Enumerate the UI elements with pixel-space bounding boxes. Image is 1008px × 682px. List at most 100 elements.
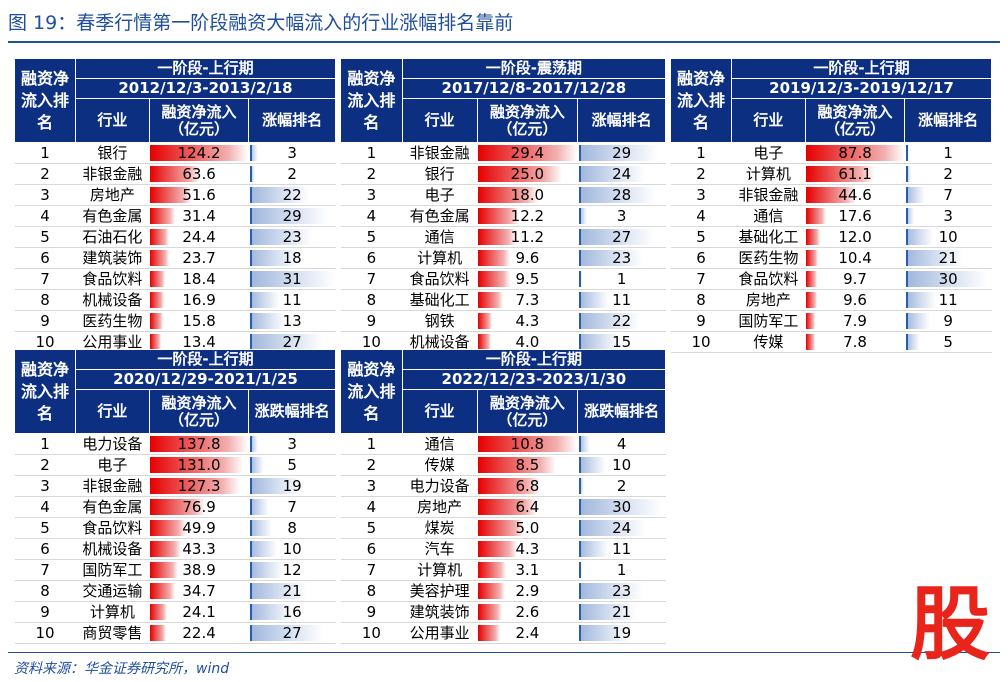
change-rank-bar-edge (249, 583, 252, 599)
change-rank-bar-edge (578, 520, 581, 536)
row-rank: 1 (340, 433, 403, 455)
row-industry: 食品饮料 (75, 268, 150, 290)
change-rank-value: 13 (282, 312, 302, 330)
change-rank-bar-edge (905, 166, 908, 182)
period-header: 2022/12/23-2023/1/30 (401, 369, 667, 390)
inflow-cell: 7.8 (805, 331, 905, 353)
change-rank-bar-edge (578, 583, 581, 599)
change-rank-value: 8 (287, 519, 297, 537)
change-rank-value: 11 (612, 540, 632, 558)
row-industry: 计算机 (731, 163, 806, 185)
inflow-value: 7.3 (515, 291, 540, 309)
inflow-cell: 9.6 (477, 247, 578, 269)
change-rank-value: 3 (616, 207, 627, 225)
inflow-value: 124.2 (177, 144, 221, 162)
change-rank-value: 27 (612, 228, 632, 246)
row-industry: 银行 (75, 142, 150, 164)
inflow-cell: 87.8 (805, 142, 905, 164)
change-rank-cell: 11 (577, 538, 666, 560)
inflow-bar (478, 166, 562, 182)
industry-rank-table: 融资净流入排名 一阶段-上行期 2019/12/3-2019/12/17 行业 融资净流… (670, 58, 993, 353)
change-rank-header: 涨跌幅排名 (577, 389, 666, 434)
change-rank-bar (905, 313, 931, 329)
industry-header: 行业 (74, 98, 150, 143)
row-rank: 3 (340, 475, 403, 497)
inflow-value: 10.4 (838, 249, 872, 267)
change-rank-value: 2 (616, 477, 627, 495)
row-rank: 6 (14, 247, 76, 269)
inflow-cell: 22.4 (149, 622, 249, 644)
inflow-value: 34.7 (182, 582, 216, 600)
table-row: 5 煤炭 5.0 24 (340, 517, 666, 539)
inflow-value: 76.9 (182, 498, 216, 516)
change-rank-value: 21 (612, 603, 632, 621)
change-rank-bar (249, 436, 259, 452)
change-rank-cell: 23 (248, 226, 336, 248)
change-rank-cell: 10 (904, 226, 992, 248)
change-rank-bar-edge (578, 436, 581, 452)
inflow-value: 9.7 (843, 270, 867, 288)
inflow-cell: 29.4 (477, 142, 578, 164)
row-rank: 8 (14, 289, 76, 311)
change-rank-cell: 27 (248, 622, 336, 644)
change-rank-cell: 27 (248, 331, 336, 353)
inflow-value: 25.0 (510, 165, 545, 183)
change-rank-value: 22 (612, 312, 632, 330)
inflow-bar (150, 478, 241, 494)
inflow-header: 融资净流入（亿元） (148, 389, 250, 434)
change-rank-bar-edge (578, 271, 581, 287)
row-industry: 电子 (731, 142, 806, 164)
change-rank-header: 涨跌幅排名 (248, 389, 336, 434)
inflow-bar (478, 625, 500, 641)
table-block-2: 融资净流入排名 一阶段-震荡期 2017/12/8-2017/12/28 行业 融资净流… (340, 58, 667, 353)
table-row: 9 钢铁 4.3 22 (340, 310, 666, 332)
change-rank-bar (578, 541, 610, 557)
row-rank: 6 (14, 538, 76, 560)
change-rank-bar (578, 520, 646, 536)
inflow-value: 127.3 (177, 477, 221, 495)
change-rank-cell: 5 (904, 331, 992, 353)
inflow-bar (806, 250, 818, 266)
table-row: 3 非银金融 44.6 7 (670, 184, 992, 206)
row-industry: 机械设备 (75, 538, 150, 560)
inflow-value: 24.4 (182, 228, 216, 246)
source-note: 资料来源：华金证券研究所，wind (14, 661, 230, 677)
change-rank-cell: 3 (248, 142, 336, 164)
change-rank-bar (249, 499, 269, 515)
table-row: 10 机械设备 4.0 15 (340, 331, 666, 353)
row-industry: 机械设备 (402, 331, 477, 353)
change-rank-bar (578, 583, 643, 599)
inflow-cell: 76.9 (149, 496, 249, 518)
inflow-value: 51.6 (182, 186, 216, 204)
table-row: 2 传媒 8.5 10 (340, 454, 666, 476)
change-rank-header: 涨幅排名 (904, 98, 992, 143)
change-rank-cell: 10 (248, 538, 336, 560)
change-rank-value: 21 (282, 582, 302, 600)
inflow-bar (150, 625, 167, 641)
inflow-value: 9.6 (843, 291, 867, 309)
row-industry: 汽车 (402, 538, 477, 560)
change-rank-bar (578, 145, 660, 161)
change-rank-bar (905, 250, 964, 266)
period-header: 2020/12/29-2021/1/25 (74, 369, 337, 390)
inflow-bar (150, 604, 168, 620)
table-row: 8 交通运输 34.7 21 (14, 580, 336, 602)
change-rank-value: 4 (616, 435, 627, 453)
inflow-bar (478, 334, 492, 350)
row-industry: 非银金融 (731, 184, 806, 206)
change-rank-bar-edge (249, 145, 252, 161)
row-industry: 美容护理 (402, 580, 477, 602)
inflow-cell: 9.7 (805, 268, 905, 290)
change-rank-bar (578, 478, 585, 494)
change-rank-bar (905, 229, 934, 245)
inflow-value: 61.1 (838, 165, 872, 183)
change-rank-bar-edge (578, 457, 581, 473)
row-industry: 电子 (75, 454, 150, 476)
change-rank-value: 23 (282, 228, 302, 246)
inflow-bar (150, 271, 165, 287)
table-row: 7 计算机 3.1 1 (340, 559, 666, 581)
inflow-cell: 12.2 (477, 205, 578, 227)
table-row: 5 基础化工 12.0 10 (670, 226, 992, 248)
change-rank-cell: 15 (577, 331, 666, 353)
change-rank-value: 3 (287, 144, 297, 162)
